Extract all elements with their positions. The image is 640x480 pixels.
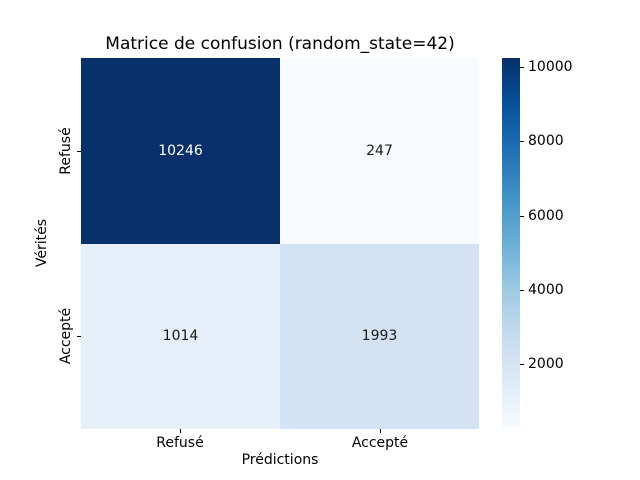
colorbar-tick-mark: [520, 216, 524, 217]
x-axis-label: Prédictions: [241, 452, 319, 468]
colorbar-tick-label: 6000: [528, 208, 564, 224]
cell-value: 10246: [158, 142, 203, 159]
cell-value: 1993: [361, 328, 398, 345]
y-axis-label: Vérités: [34, 218, 50, 268]
confusion-matrix-heatmap: 10246 247 1014 1993: [81, 58, 479, 429]
y-tick-label-refuse: Refusé: [58, 127, 74, 175]
y-tick-mark: [77, 151, 81, 152]
x-tick-label-refuse: Refusé: [156, 435, 204, 451]
colorbar: [502, 58, 520, 429]
heatmap-cell-true-refuse-pred-accepte: 247: [280, 58, 479, 244]
x-tick-label-accepte: Accepté: [351, 435, 409, 451]
y-tick-mark: [77, 336, 81, 337]
colorbar-tick-label: 8000: [528, 133, 564, 149]
heatmap-cell-true-refuse-pred-refuse: 10246: [81, 58, 280, 244]
colorbar-tick-label: 10000: [528, 59, 573, 75]
colorbar-tick-mark: [520, 67, 524, 68]
colorbar-tick-label: 4000: [528, 282, 564, 298]
y-tick-label-accepte: Accepté: [58, 307, 74, 365]
colorbar-tick-mark: [520, 364, 524, 365]
x-tick-mark: [180, 429, 181, 433]
colorbar-tick-mark: [520, 290, 524, 291]
colorbar-tick-mark: [520, 141, 524, 142]
x-tick-mark: [380, 429, 381, 433]
colorbar-tick-label: 2000: [528, 356, 564, 372]
cell-value: 247: [366, 142, 393, 159]
cell-value: 1014: [162, 328, 199, 345]
heatmap-cell-true-accepte-pred-accepte: 1993: [280, 243, 479, 429]
heatmap-cell-true-accepte-pred-refuse: 1014: [81, 243, 280, 429]
chart-title: Matrice de confusion (random_state=42): [105, 34, 455, 54]
